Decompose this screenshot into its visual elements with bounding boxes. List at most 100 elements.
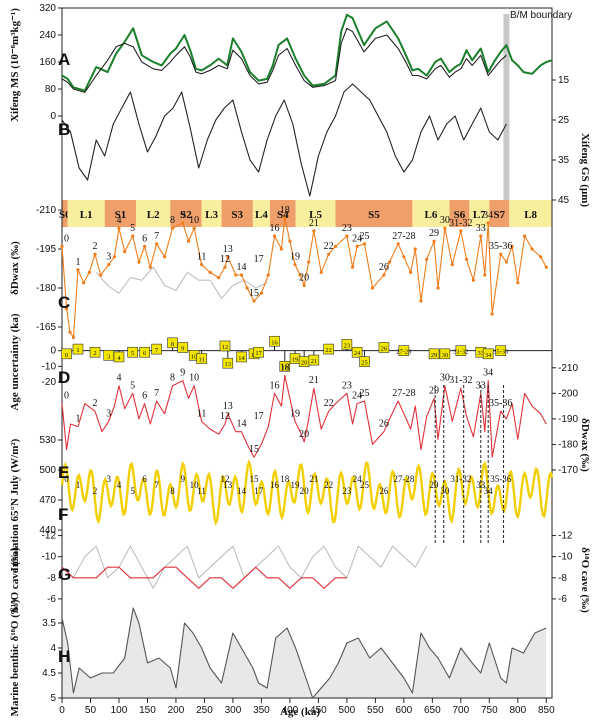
point-C-39 (298, 273, 302, 277)
ylabel-D: Age uncertainty (ka) (9, 313, 21, 410)
tie-label-F-22: 22 (324, 480, 333, 490)
strat-label-L5: L5 (309, 209, 322, 221)
tie-label-E-33: 35-36 (489, 398, 512, 409)
point-C-4 (76, 268, 80, 272)
point-C-42 (312, 229, 316, 233)
tie-box-label-D-31: 33 (478, 350, 485, 357)
point-C-69 (490, 312, 494, 316)
tie-box-D-7 (151, 343, 162, 355)
point-C-48 (355, 244, 359, 248)
tie-box-D-18 (279, 361, 291, 372)
tie-box-label-D-24: 24 (354, 350, 361, 357)
strat-label-L4: L4 (255, 209, 268, 221)
ylabel-F: Insolation 65°N July (W/m²) (9, 438, 21, 571)
tie-box-label-D-14: 14 (238, 355, 245, 362)
tie-box-label-D-27: 27-28 (396, 349, 411, 356)
point-C-21 (186, 239, 191, 243)
tie-label-E-5: 5 (130, 380, 135, 391)
point-C-18 (162, 255, 167, 259)
tie-label-E-13: 13 (223, 401, 233, 412)
point-C-32 (259, 291, 264, 295)
x-tick-label-250: 250 (196, 705, 213, 716)
tie-box-D-16 (269, 335, 280, 347)
tie-label-E-14: 14 (236, 419, 246, 430)
tie-label-C-28: 29 (429, 228, 439, 239)
tie-label-C-15: 15 (249, 288, 259, 299)
strat-label-S1: S1 (115, 209, 127, 221)
point-C-0 (60, 244, 64, 248)
x-tick-label-450: 450 (310, 705, 327, 716)
point-C-65 (471, 278, 475, 282)
point-C-31 (252, 299, 256, 303)
tie-box-D-32 (482, 348, 494, 360)
tie-label-C-1: 1 (75, 257, 80, 268)
point-C-34 (272, 234, 277, 238)
stratigraphy-strip: S0 L1 S1 L2 S2 L3 S3 L4 S4 L5 S5 L6 S6 L7 S7 L8 (59, 200, 552, 227)
point-C-44 (327, 252, 331, 256)
strat-label-L2: L2 (147, 209, 160, 221)
tie-box-D-4 (113, 351, 125, 363)
y-tick-label-G--12: -12 (42, 531, 57, 542)
panel-letter-D: D (58, 368, 70, 387)
point-C-60 (436, 286, 440, 290)
tie-box-label-D-22: 22 (325, 347, 332, 354)
tie-label-C-16: 16 (270, 223, 280, 234)
y-tick-label-H-4: 4 (50, 643, 56, 654)
tie-box-label-D-29: 30 (442, 352, 449, 359)
tie-label-C-0: 0 (64, 233, 69, 244)
panel-letter-E: E (58, 463, 69, 482)
tie-label-C-27: 27-28 (392, 231, 415, 242)
tie-label-F-18: 18 (280, 474, 290, 484)
tie-box-D-1 (72, 343, 84, 355)
tie-label-F-25: 25 (360, 480, 370, 490)
tie-label-C-14: 14 (236, 262, 246, 273)
point-C-45 (333, 244, 338, 248)
panel-letter-G: G (58, 565, 71, 584)
tie-label-F-12: 12 (220, 474, 229, 484)
benthic-fill (62, 608, 547, 698)
point-C-16 (148, 265, 152, 269)
tie-box-label-D-18: 18 (282, 364, 289, 371)
point-C-25 (217, 276, 221, 280)
tie-label-C-5: 5 (130, 223, 135, 234)
tie-box-D-5 (127, 346, 138, 358)
tie-label-E-18: 18 (280, 362, 290, 373)
strat-label-S2: S2 (180, 209, 192, 221)
point-C-1 (64, 307, 69, 311)
tie-label-E-16: 16 (270, 380, 280, 391)
tie-label-C-30: 31-32 (449, 218, 472, 229)
point-C-11 (117, 226, 121, 230)
x-tick-label-400: 400 (282, 705, 299, 716)
series-C-4 (61, 217, 547, 338)
tie-label-F-20: 20 (300, 486, 310, 496)
point-C-50 (370, 286, 375, 290)
tie-label-C-6: 6 (142, 233, 147, 244)
point-C-55 (409, 270, 413, 274)
tie-label-E-1: 1 (75, 414, 80, 425)
tie-box-label-D-33: 35-36 (493, 349, 509, 356)
tie-box-label-D-10: 10 (191, 353, 198, 360)
y-tick-label-G--10: -10 (42, 552, 57, 563)
point-C-12 (123, 250, 127, 254)
tie-label-C-21: 21 (309, 218, 319, 229)
x-tick-label-500: 500 (339, 705, 356, 716)
point-C-56 (413, 247, 417, 251)
tie-label-C-32: 34 (483, 210, 493, 221)
tie-box-D-24 (351, 346, 363, 358)
tie-box-label-D-8: 8 (171, 341, 174, 348)
strat-unit-S3 (221, 200, 253, 227)
strat-unit-S6 (449, 200, 470, 227)
tie-label-F-1: 1 (76, 480, 81, 490)
strat-label-L1: L1 (80, 209, 93, 221)
tie-label-E-23: 23 (342, 380, 352, 391)
tie-label-E-22: 22 (324, 398, 334, 409)
tie-box-D-30 (455, 345, 467, 356)
ylabel-B: Xifeng GS (μm) (579, 133, 591, 207)
y-tick-label-A-80: 80 (45, 84, 57, 95)
x-tick-label-650: 650 (424, 705, 441, 716)
strat-unit-S7 (489, 200, 510, 227)
point-C-61 (443, 226, 447, 230)
tie-label-C-7: 7 (154, 231, 159, 242)
strat-label-S7: S7 (493, 209, 505, 221)
tie-label-F-21: 21 (309, 474, 318, 484)
